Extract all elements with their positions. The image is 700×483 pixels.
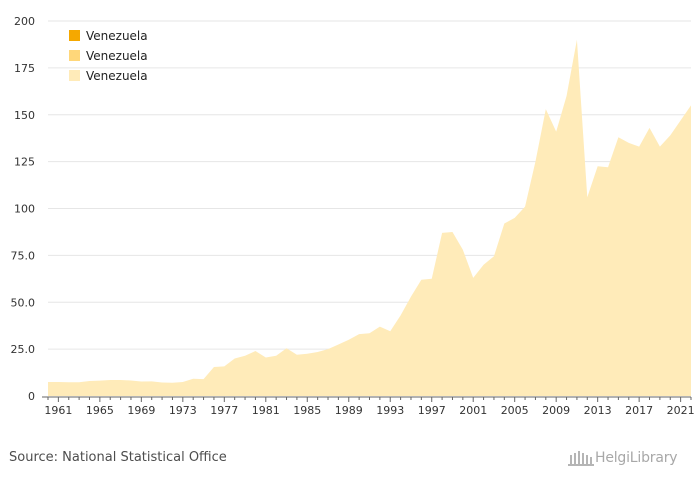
series-area [48,39,691,396]
source-note: Source: National Statistical Office [9,450,227,465]
x-tick-label: 1969 [127,404,155,417]
x-tick-label: 1965 [86,404,114,417]
x-tick-label: 1997 [418,404,446,417]
x-tick-label: 2013 [584,404,612,417]
legend: Venezuela Venezuela Venezuela [69,29,148,83]
legend-label-1: Venezuela [86,29,148,43]
gridlines [48,20,691,350]
legend-swatch-3 [69,70,80,81]
y-tick-label: 75.0 [11,249,36,262]
x-tick-label: 2021 [667,404,695,417]
x-tick-label: 2001 [459,404,487,417]
y-tick-label: 150 [14,109,35,122]
y-axis-tick-labels: 0 25.0 50.0 75.0 100 125 150 175 200 [11,15,36,403]
helgi-library-logo: HelgiLibrary [567,449,678,467]
x-tick-label: 2009 [542,404,570,417]
legend-label-3: Venezuela [86,69,148,83]
y-tick-label: 100 [14,203,35,216]
y-tick-label: 25.0 [11,343,36,356]
y-tick-label: 200 [14,15,35,28]
x-tick-label: 2017 [625,404,653,417]
y-tick-label: 175 [14,62,35,75]
y-tick-label: 0 [28,390,35,403]
x-tick-label: 1989 [335,404,363,417]
brand-name: HelgiLibrary [595,450,678,466]
legend-label-2: Venezuela [86,49,148,63]
x-tick-label: 1961 [44,404,72,417]
y-tick-label: 50.0 [11,296,36,309]
x-tick-label: 1985 [293,404,321,417]
series-area-layer [48,39,691,396]
x-tick-label: 1977 [210,404,238,417]
x-tick-label: 1973 [169,404,197,417]
x-tick-label: 2005 [501,404,529,417]
legend-swatch-2 [69,50,80,61]
legend-swatch-1 [69,30,80,41]
y-tick-label: 125 [14,156,35,169]
x-tick-label: 1993 [376,404,404,417]
library-building-icon [568,451,594,466]
axes [42,396,692,402]
x-tick-label: 1981 [252,404,280,417]
x-axis-tick-labels: 1961 1965 1969 1973 1977 1981 1985 1989 1993 1997… [44,404,694,417]
